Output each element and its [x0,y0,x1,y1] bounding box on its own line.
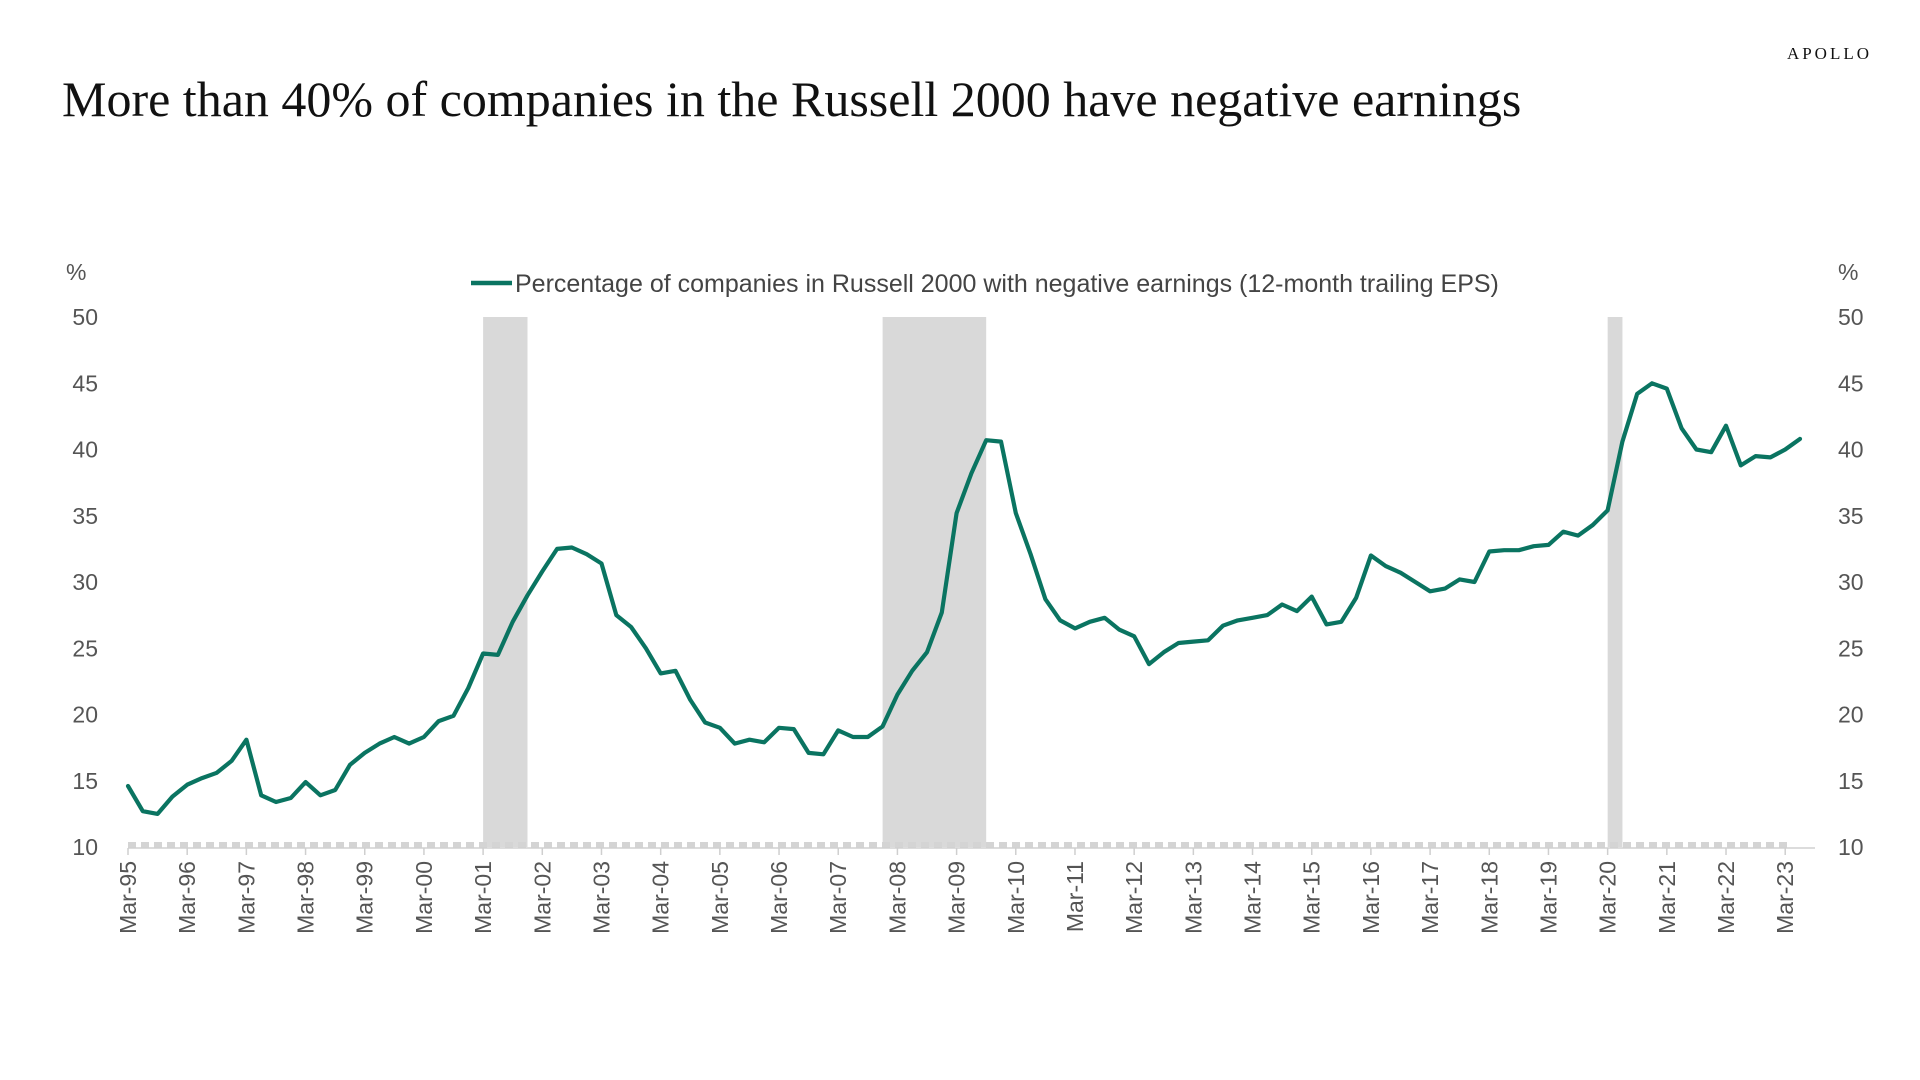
x-tick-label: Mar-06 [766,861,792,934]
y-axis-left: % 10 15 20 25 30 35 40 45 50 [66,259,98,860]
legend-label: Percentage of companies in Russell 2000 … [515,270,1499,298]
y-tick-right-40: 40 [1838,437,1864,463]
y-axis-right: % 10 15 20 25 30 35 40 45 50 [1838,259,1864,860]
x-tick-label: Mar-11 [1062,861,1088,932]
x-tick-label: Mar-95 [115,861,141,934]
chart-title: More than 40% of companies in the Russel… [62,71,1522,127]
x-tick-label: Mar-97 [233,861,259,934]
x-tick-label: Mar-07 [825,861,851,934]
recession-shading [483,317,1623,847]
y-axis-left-unit: % [66,259,86,285]
x-tick-label: Mar-18 [1476,861,1502,934]
y-tick-right-50: 50 [1838,304,1864,330]
y-tick-right-25: 25 [1838,635,1864,661]
x-tick-label: Mar-13 [1180,861,1206,934]
x-tick-label: Mar-05 [707,861,733,934]
x-tick-label: Mar-20 [1595,861,1621,934]
x-tick-label: Mar-19 [1535,861,1561,934]
x-axis: Mar-95 Mar-96 Mar-97 Mar-98 Mar-99 Mar-00 Mar-… [115,848,1798,934]
x-tick-label: Mar-12 [1121,861,1147,934]
y-tick-left-20: 20 [72,702,98,728]
x-tick-label: Mar-01 [470,861,496,934]
y-axis-right-unit: % [1838,259,1858,285]
y-tick-left-40: 40 [72,437,98,463]
recession-band-1 [483,317,528,847]
series-lines [125,381,1803,817]
x-tick-label: Mar-98 [293,861,319,934]
x-tick-label: Mar-08 [884,861,910,934]
x-tick-label: Mar-00 [411,861,437,934]
y-tick-right-35: 35 [1838,503,1864,529]
y-tick-right-45: 45 [1838,370,1864,396]
y-tick-left-10: 10 [72,834,98,860]
x-tick-label: Mar-21 [1654,861,1680,934]
x-tick-label: Mar-02 [529,861,555,934]
y-tick-right-10: 10 [1838,834,1864,860]
y-tick-left-30: 30 [72,569,98,595]
y-tick-left-50: 50 [72,304,98,330]
y-tick-left-15: 15 [72,768,98,794]
recession-band-3 [1607,317,1623,847]
y-tick-left-35: 35 [72,503,98,529]
series-line-1 [125,381,1803,817]
x-tick-label: Mar-22 [1713,861,1739,934]
y-tick-left-25: 25 [72,635,98,661]
x-tick-label: Mar-16 [1358,861,1384,934]
recession-band-2 [882,317,987,847]
x-tick-label: Mar-10 [1003,861,1029,934]
x-tick-label: Mar-15 [1299,861,1325,934]
x-tick-label: Mar-23 [1772,861,1798,934]
legend: Percentage of companies in Russell 2000 … [471,270,1499,298]
x-tick-label: Mar-03 [588,861,614,934]
x-tick-label: Mar-14 [1240,861,1266,934]
y-tick-left-45: 45 [72,370,98,396]
x-tick-label: Mar-99 [352,861,378,934]
x-tick-label: Mar-04 [648,861,674,934]
brand-logo-text: APOLLO [1786,44,1872,63]
baseline [128,842,1815,849]
x-tick-label: Mar-17 [1417,861,1443,934]
x-tick-label: Mar-96 [174,861,200,934]
y-tick-right-15: 15 [1838,768,1864,794]
x-tick-label: Mar-09 [944,861,970,934]
y-tick-right-20: 20 [1838,702,1864,728]
y-tick-right-30: 30 [1838,569,1864,595]
